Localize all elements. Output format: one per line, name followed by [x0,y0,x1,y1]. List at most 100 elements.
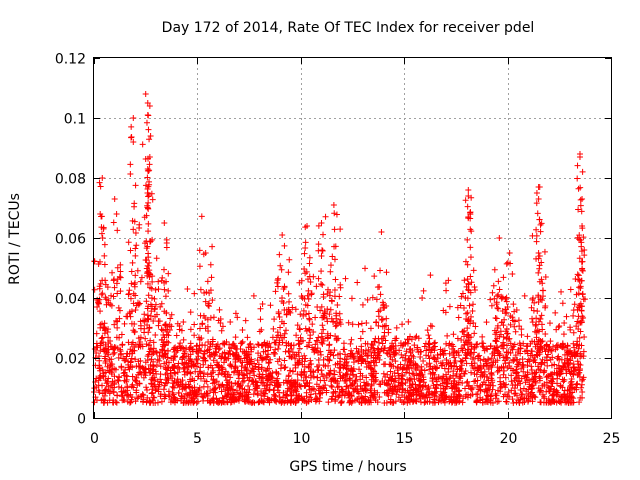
data-point [320,362,327,369]
data-point [355,358,362,365]
data-point [307,278,314,285]
data-point [567,383,574,390]
data-point [275,275,282,282]
data-point [543,341,550,348]
data-point [548,383,555,390]
data-point [280,299,287,306]
data-point [358,399,365,406]
data-point [420,287,427,294]
data-point [495,348,502,355]
data-point [519,362,526,369]
data-point [152,301,159,308]
data-point [102,389,109,396]
data-point [155,278,162,285]
data-point [494,398,501,405]
data-point [335,394,342,401]
data-point [95,298,102,305]
data-point [539,326,546,333]
data-point [575,345,582,352]
data-point [560,378,567,385]
data-point [292,362,299,369]
data-point [222,354,229,361]
data-point [152,368,159,375]
data-point [314,345,321,352]
data-point [246,341,253,348]
data-point [117,268,124,275]
data-point [439,375,446,382]
data-point [134,267,141,274]
data-point [267,344,274,351]
data-point [539,297,546,304]
data-point [329,253,336,260]
data-point [97,211,104,217]
data-point [144,268,151,275]
data-point [307,332,314,339]
data-point [267,356,274,363]
data-point [127,247,134,254]
data-point [277,262,284,269]
data-point [105,351,112,358]
data-point [175,379,182,386]
data-point [534,340,541,347]
data-point [574,162,581,169]
data-point [139,141,146,148]
data-point [194,373,201,380]
data-point [575,185,582,192]
axis-ticks: 0 5 10 15 20 25 0 0.02 0.04 0.06 0.08 0.1 0.12 [55,52,621,448]
data-point [512,390,519,397]
data-point [232,334,239,341]
data-point [382,373,389,380]
data-point [277,365,284,372]
data-point [508,372,515,379]
data-point [209,243,216,250]
data-point [140,374,147,381]
data-point [185,383,192,390]
data-point [277,397,284,404]
data-point [91,286,98,293]
data-point [305,276,312,283]
data-point [386,387,393,394]
data-point [500,274,507,281]
data-point [554,371,561,378]
data-point [532,322,539,329]
data-point [329,318,336,325]
data-point [524,362,531,369]
data-point [248,348,255,355]
data-point [446,350,453,357]
data-point [97,308,104,315]
data-point [533,200,540,207]
data-point [175,389,182,396]
data-point [200,397,207,404]
data-point [296,382,303,389]
data-point [285,269,292,276]
data-point [426,360,433,367]
data-point [389,373,396,380]
data-point [275,332,282,339]
data-point [110,219,117,226]
data-point [391,351,398,358]
data-point [131,281,138,288]
data-point [519,391,526,398]
data-point [239,327,246,334]
data-point [412,334,419,341]
data-point [146,136,153,143]
data-point [296,353,303,360]
y-axis-title: ROTI / TECUs [7,193,23,285]
data-point [143,238,150,245]
data-point [538,359,545,366]
data-point [417,387,424,394]
data-point [575,370,582,377]
data-point [450,331,457,338]
data-point [327,367,334,374]
data-point [532,379,539,386]
data-point [142,359,149,366]
data-point [538,259,545,266]
data-point [577,202,584,209]
data-point [194,350,201,357]
data-point [200,350,207,357]
data-point [283,310,290,317]
data-point [244,396,251,403]
data-point [219,364,226,371]
data-point [318,280,325,287]
